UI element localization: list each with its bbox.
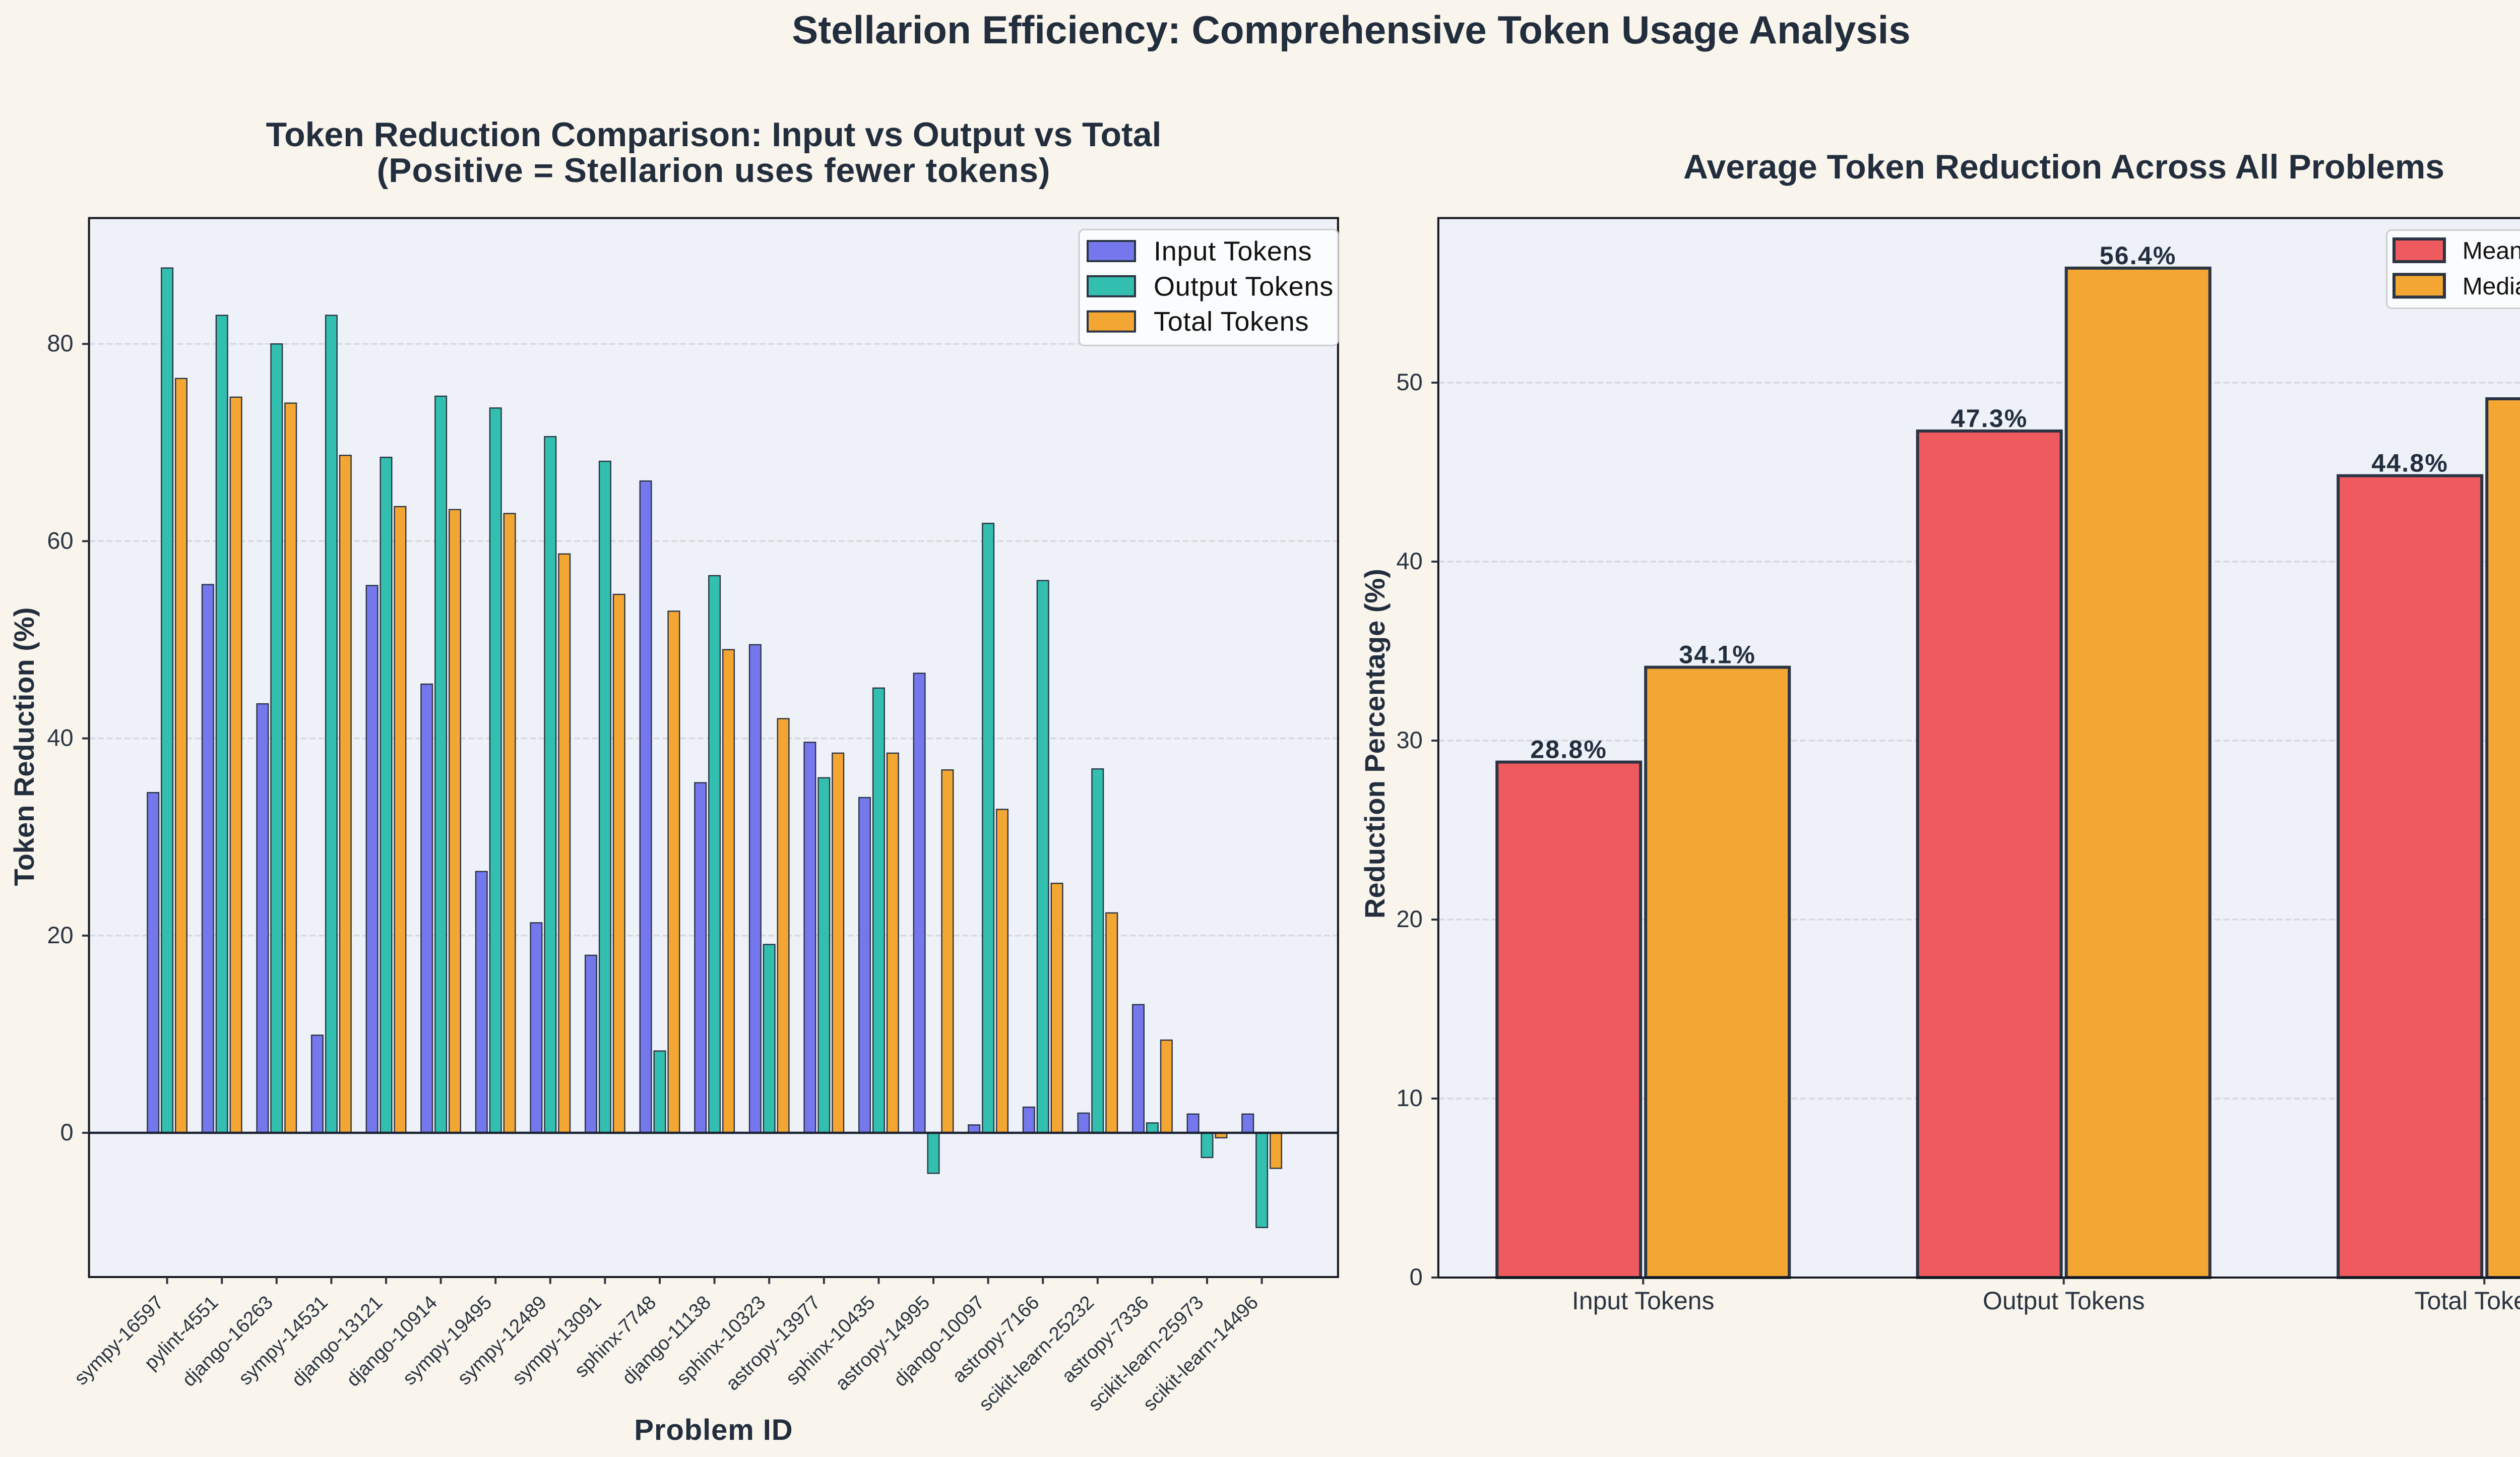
svg-text:44.8%: 44.8% bbox=[2371, 449, 2448, 477]
svg-text:Reduction Percentage (%): Reduction Percentage (%) bbox=[1359, 569, 1391, 919]
svg-text:Token Reduction (%): Token Reduction (%) bbox=[8, 608, 40, 886]
svg-text:Output Tokens: Output Tokens bbox=[1154, 271, 1334, 301]
svg-text:0: 0 bbox=[60, 1119, 73, 1145]
svg-text:56.4%: 56.4% bbox=[2100, 241, 2177, 270]
svg-text:50: 50 bbox=[1397, 369, 1423, 395]
svg-text:40: 40 bbox=[47, 724, 73, 751]
svg-text:10: 10 bbox=[1397, 1084, 1423, 1111]
svg-text:Input Tokens: Input Tokens bbox=[1154, 236, 1312, 267]
svg-text:80: 80 bbox=[47, 330, 73, 356]
svg-text:Output Tokens: Output Tokens bbox=[1983, 1287, 2145, 1315]
svg-text:Stellarion Efficiency: Compreh: Stellarion Efficiency: Comprehensive Tok… bbox=[792, 8, 1910, 52]
svg-text:30: 30 bbox=[1397, 726, 1423, 753]
svg-text:20: 20 bbox=[47, 922, 73, 948]
svg-text:20: 20 bbox=[1397, 905, 1423, 932]
svg-text:Average Token Reduction Across: Average Token Reduction Across All Probl… bbox=[1683, 148, 2444, 186]
svg-text:Median Reduction: Median Reduction bbox=[2463, 273, 2520, 300]
svg-text:60: 60 bbox=[47, 527, 73, 554]
svg-text:Total Tokens: Total Tokens bbox=[2415, 1287, 2520, 1315]
svg-text:Token Reduction Comparison: In: Token Reduction Comparison: Input vs Out… bbox=[266, 115, 1162, 154]
svg-text:40: 40 bbox=[1397, 548, 1423, 574]
svg-text:Problem ID: Problem ID bbox=[634, 1414, 793, 1446]
svg-text:0: 0 bbox=[1410, 1263, 1423, 1290]
svg-text:Input Tokens: Input Tokens bbox=[1572, 1287, 1715, 1315]
svg-text:Total Tokens: Total Tokens bbox=[1154, 307, 1309, 337]
svg-text:(Positive = Stellarion uses fe: (Positive = Stellarion uses fewer tokens… bbox=[377, 151, 1051, 190]
svg-text:28.8%: 28.8% bbox=[1530, 736, 1607, 764]
svg-text:Mean Reduction: Mean Reduction bbox=[2463, 238, 2520, 265]
svg-text:47.3%: 47.3% bbox=[1951, 404, 2028, 433]
svg-text:34.1%: 34.1% bbox=[1679, 641, 1756, 669]
